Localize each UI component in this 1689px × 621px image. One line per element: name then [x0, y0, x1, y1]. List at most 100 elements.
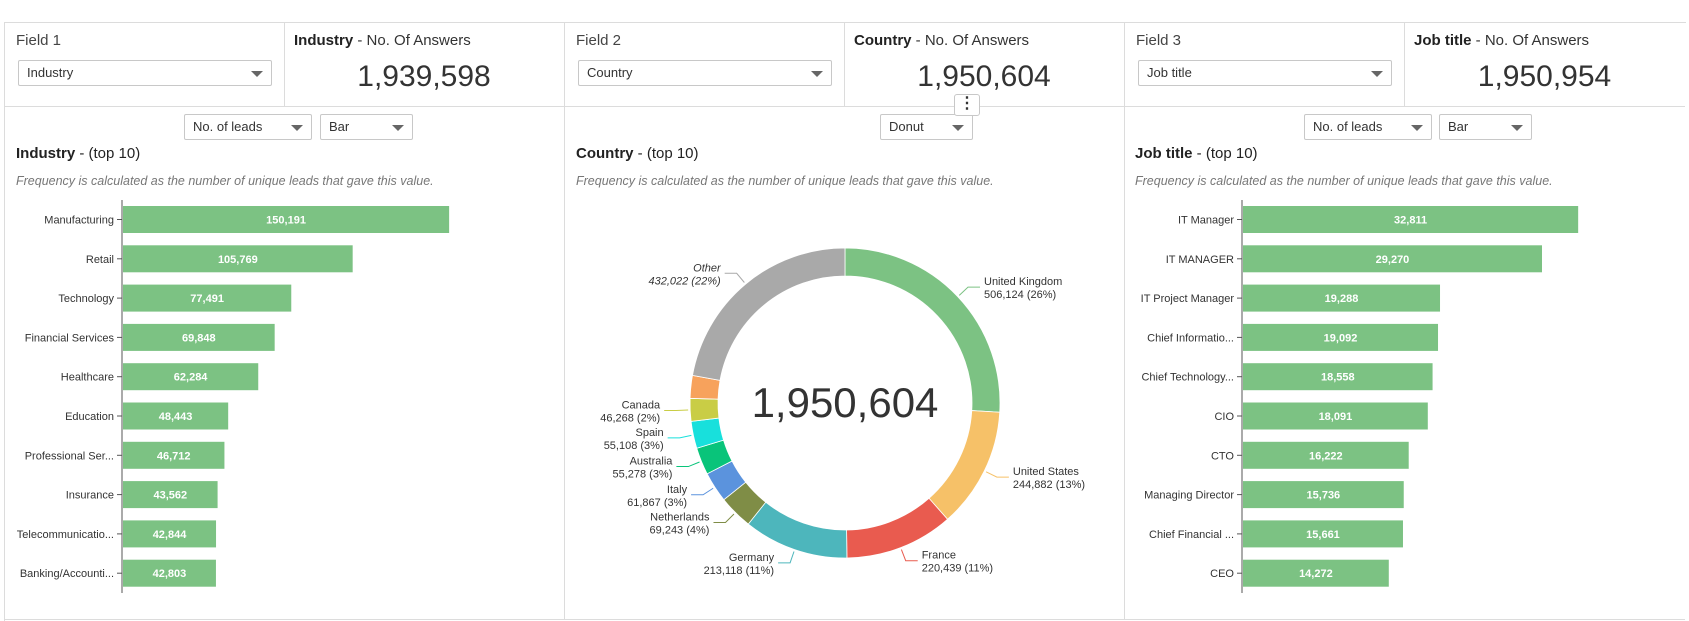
industry-charttype-select[interactable]: Bar	[320, 114, 413, 140]
country-charttype-select[interactable]: Donut	[880, 114, 973, 140]
jobtitle-bar	[1243, 206, 1579, 233]
donut-slice-value: 244,882 (13%)	[1013, 479, 1085, 491]
jobtitle-answers-cell: Job title - No. Of Answers 1,950,954	[1404, 22, 1685, 106]
industry-bar	[123, 206, 450, 233]
industry-value-label: 62,284	[174, 372, 209, 384]
jobtitle-bar	[1243, 402, 1428, 430]
field-2-select-value: Country	[587, 65, 633, 80]
country-chart-subtitle: Frequency is calculated as the number of…	[576, 174, 994, 188]
chevron-down-icon	[952, 125, 964, 131]
field-3-label: Field 3	[1136, 32, 1182, 49]
field-1-select[interactable]: Industry	[18, 60, 272, 86]
chevron-down-icon	[251, 71, 263, 77]
industry-bar	[123, 284, 292, 312]
donut-center-total: 1,950,604	[752, 379, 939, 426]
jobtitle-category-label: IT Project Manager	[1141, 293, 1235, 305]
industry-value-label: 42,844	[153, 529, 188, 541]
donut-slice-name: Netherlands	[650, 511, 710, 523]
donut-slice-value: 46,268 (2%)	[600, 412, 660, 424]
donut-slice	[747, 501, 848, 559]
industry-value-label: 77,491	[190, 293, 224, 305]
industry-metric-select[interactable]: No. of leads	[184, 114, 312, 140]
donut-slice-name: Germany	[729, 552, 775, 564]
industry-value-label: 105,769	[218, 254, 258, 266]
donut-slice-name: United States	[1013, 466, 1080, 478]
field-3-cell: Field 3 Job title	[1124, 22, 1404, 106]
jobtitle-chart-subtitle: Frequency is calculated as the number of…	[1135, 174, 1553, 188]
country-charttype-select-value: Donut	[889, 119, 924, 134]
industry-bar	[123, 520, 217, 548]
kebab-menu-icon[interactable]: ⋮	[954, 94, 980, 116]
industry-category-label: Insurance	[66, 490, 114, 502]
industry-charttype-select-value: Bar	[329, 119, 350, 134]
donut-slice-value: 220,439 (11%)	[922, 563, 993, 575]
jobtitle-category-label: CEO	[1210, 568, 1234, 580]
jobtitle-value-label: 18,091	[1319, 411, 1353, 423]
jobtitle-bar-chart: IT Manager 32,811 IT MANAGER 29,270 IT Proje…	[1141, 200, 1579, 593]
jobtitle-bar	[1243, 559, 1389, 587]
industry-category-label: Financial Services	[25, 332, 115, 344]
donut-slice	[928, 410, 1001, 520]
donut-slice-value: 213,118 (11%)	[704, 565, 775, 577]
jobtitle-category-label: IT MANAGER	[1166, 254, 1234, 266]
field-1-label: Field 1	[16, 32, 62, 49]
jobtitle-answers-total: 1,950,954	[1477, 60, 1612, 93]
jobtitle-charttype-select-value: Bar	[1448, 119, 1469, 134]
col-divider-3	[844, 22, 845, 106]
jobtitle-bar	[1243, 363, 1433, 391]
jobtitle-metric-select[interactable]: No. of leads	[1304, 114, 1432, 140]
chevron-down-icon	[1411, 125, 1423, 131]
jobtitle-category-label: CTO	[1211, 450, 1234, 462]
donut-slice-value: 69,243 (4%)	[650, 524, 710, 536]
field-1-select-value: Industry	[27, 65, 74, 80]
industry-category-label: Professional Ser...	[25, 450, 114, 462]
country-answers-title: Country - No. Of Answers	[854, 32, 1030, 49]
jobtitle-value-label: 14,272	[1299, 568, 1333, 580]
jobtitle-bar	[1243, 323, 1439, 351]
donut-leader-line	[667, 434, 692, 439]
donut-slice-name: Spain	[635, 427, 663, 439]
chevron-down-icon	[392, 125, 404, 131]
donut-slice-value: 55,278 (3%)	[612, 469, 672, 481]
industry-answers-title: Industry - No. Of Answers	[294, 32, 471, 49]
jobtitle-category-label: Chief Informatio...	[1147, 332, 1234, 344]
donut-leader-line	[664, 409, 689, 411]
country-chart-title: Country - (top 10)	[576, 145, 699, 162]
jobtitle-value-label: 15,661	[1306, 529, 1340, 541]
industry-category-label: Education	[65, 411, 114, 423]
jobtitle-value-label: 15,736	[1307, 490, 1341, 502]
industry-value-label: 42,803	[153, 568, 187, 580]
jobtitle-category-label: CIO	[1214, 411, 1234, 423]
industry-category-label: Banking/Accounti...	[20, 568, 114, 580]
industry-bar	[123, 245, 353, 273]
jobtitle-value-label: 32,811	[1394, 215, 1427, 227]
col-divider-2	[564, 22, 565, 620]
chevron-down-icon	[811, 71, 823, 77]
industry-chart-subtitle: Frequency is calculated as the number of…	[16, 174, 434, 188]
donut-slice	[692, 247, 846, 381]
header-divider	[4, 106, 1685, 107]
donut-leader-line	[985, 471, 1009, 478]
country-answers-cell: Country - No. Of Answers 1,950,604	[844, 22, 1124, 106]
industry-category-label: Healthcare	[61, 372, 114, 384]
industry-bar	[123, 441, 225, 469]
industry-bar	[123, 363, 259, 391]
jobtitle-bar	[1243, 245, 1542, 273]
donut-leader-line	[778, 551, 795, 564]
country-answers-total: 1,950,604	[917, 60, 1051, 93]
jobtitle-chart-title: Job title - (top 10)	[1135, 145, 1258, 162]
donut-slice-name: Italy	[667, 484, 688, 496]
jobtitle-bar	[1243, 441, 1409, 469]
donut-leader-line	[958, 286, 981, 296]
donut-leader-line	[724, 272, 745, 283]
industry-value-label: 69,848	[182, 332, 216, 344]
jobtitle-charttype-select[interactable]: Bar	[1439, 114, 1532, 140]
field-2-select[interactable]: Country	[578, 60, 832, 86]
donut-slice-value: 506,124 (26%)	[984, 289, 1056, 301]
donut-slice-name: Canada	[622, 399, 661, 411]
donut-leader-line	[900, 549, 918, 562]
jobtitle-value-label: 16,222	[1309, 450, 1343, 462]
field-3-select[interactable]: Job title	[1138, 60, 1392, 86]
industry-chart-title: Industry - (top 10)	[16, 145, 141, 162]
